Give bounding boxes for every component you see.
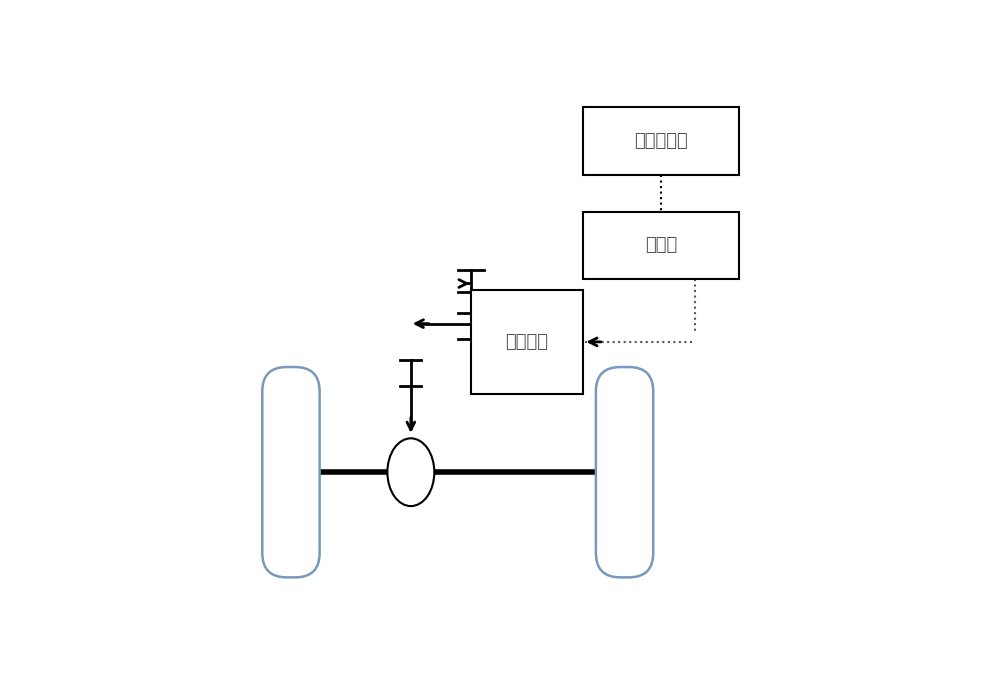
Bar [583,211,739,280]
FancyBboxPatch shape [262,367,320,577]
FancyBboxPatch shape [596,367,653,577]
Text: 驱动电机: 驱动电机 [505,333,548,351]
Text: 动力电池组: 动力电池组 [634,132,688,150]
Ellipse shape [387,438,434,506]
Text: 逆变器: 逆变器 [645,236,677,255]
Bar [471,290,583,394]
Bar [583,108,739,175]
